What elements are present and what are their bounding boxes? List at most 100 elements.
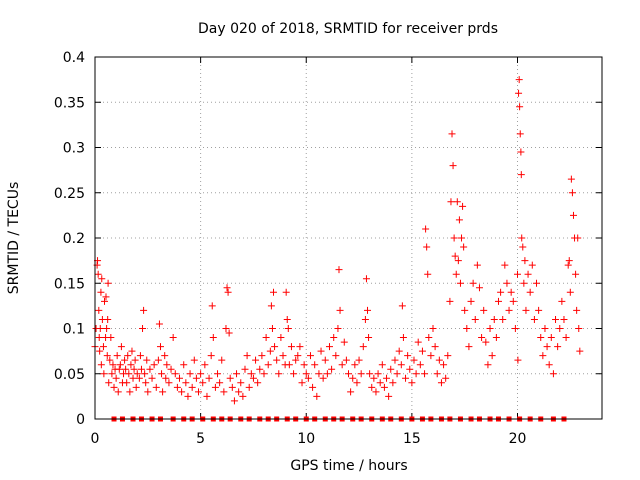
y-tick-label: 0.35 (54, 95, 85, 111)
data-point (109, 361, 117, 369)
data-point (275, 370, 283, 378)
y-tick-label: 0.25 (54, 186, 85, 202)
data-point (372, 388, 380, 396)
data-point (266, 347, 274, 355)
data-point (214, 370, 222, 378)
data-point (268, 325, 276, 332)
data-point (254, 379, 262, 387)
data-point (130, 365, 138, 373)
data-point (469, 279, 477, 287)
data-point (199, 379, 207, 387)
data-point (547, 334, 555, 342)
data-point (399, 334, 407, 342)
data-point (95, 306, 103, 314)
data-point (124, 352, 132, 360)
data-point (562, 334, 570, 342)
data-point (362, 275, 370, 283)
data-point (139, 325, 147, 332)
data-point (530, 315, 538, 323)
data-point (514, 270, 521, 278)
data-point (133, 370, 141, 378)
data-point (113, 352, 121, 360)
data-point (315, 370, 323, 378)
data-point (205, 374, 213, 382)
data-point (336, 306, 344, 314)
data-point (155, 320, 163, 328)
data-point (520, 279, 528, 287)
data-point (262, 334, 270, 342)
data-point (287, 343, 295, 351)
data-point (243, 352, 251, 360)
data-point (516, 130, 524, 138)
data-point (355, 356, 363, 364)
data-point (418, 347, 426, 355)
data-layer (91, 76, 584, 422)
data-point (211, 383, 219, 391)
data-point (226, 374, 234, 382)
data-point (451, 252, 459, 260)
data-point (423, 243, 431, 251)
data-point (186, 370, 194, 378)
data-point (524, 270, 532, 278)
data-point (317, 347, 325, 355)
x-tick-label: 0 (91, 431, 100, 447)
data-point (302, 370, 310, 378)
data-point (101, 297, 109, 305)
data-point (517, 148, 525, 156)
y-tick-label: 0 (76, 412, 85, 428)
data-point (165, 379, 173, 387)
tick-layer: 0 5 10 15 20 0 0.05 0.1 0.15 0.2 0.25 0.3 0.35 0.4 (54, 50, 602, 447)
data-point (412, 370, 420, 378)
chart-title: Day 020 of 2018, SRMTID for receiver prd… (198, 21, 498, 37)
data-point (182, 379, 190, 387)
data-point (208, 302, 216, 310)
data-point (225, 329, 233, 337)
data-point (395, 347, 403, 355)
data-point (230, 397, 238, 405)
data-point (565, 257, 573, 265)
data-point (169, 334, 177, 342)
data-point (178, 388, 186, 396)
data-point (370, 374, 378, 382)
data-point (223, 284, 231, 292)
data-point (480, 306, 488, 314)
data-point (103, 325, 111, 332)
data-point (282, 288, 290, 296)
plot-frame (94, 56, 603, 420)
data-point (353, 379, 361, 387)
data-point (252, 356, 260, 364)
data-point (104, 315, 112, 323)
data-point (366, 370, 374, 378)
data-point (414, 338, 422, 346)
data-point (190, 356, 198, 364)
data-point (560, 315, 568, 323)
data-point (501, 261, 509, 269)
data-point (319, 374, 327, 382)
data-point (484, 361, 492, 369)
data-point (192, 374, 200, 382)
data-point (104, 279, 112, 287)
data-point (216, 379, 224, 387)
data-point (167, 365, 175, 373)
data-point (131, 356, 139, 364)
data-point (237, 379, 245, 387)
data-point (556, 325, 564, 332)
data-point (173, 383, 181, 391)
data-point (306, 352, 314, 360)
y-tick-label: 0.1 (63, 322, 85, 338)
data-point (450, 234, 458, 242)
data-point (490, 315, 498, 323)
data-point (296, 343, 304, 351)
data-point (402, 374, 410, 382)
data-point (340, 338, 348, 346)
data-point (292, 356, 300, 364)
data-point (549, 370, 557, 378)
data-point (94, 270, 102, 278)
data-point (378, 361, 386, 369)
data-point (554, 343, 562, 351)
data-point (103, 352, 111, 360)
data-point (158, 370, 166, 378)
data-point (393, 370, 401, 378)
data-point (446, 297, 454, 305)
data-point (461, 306, 469, 314)
